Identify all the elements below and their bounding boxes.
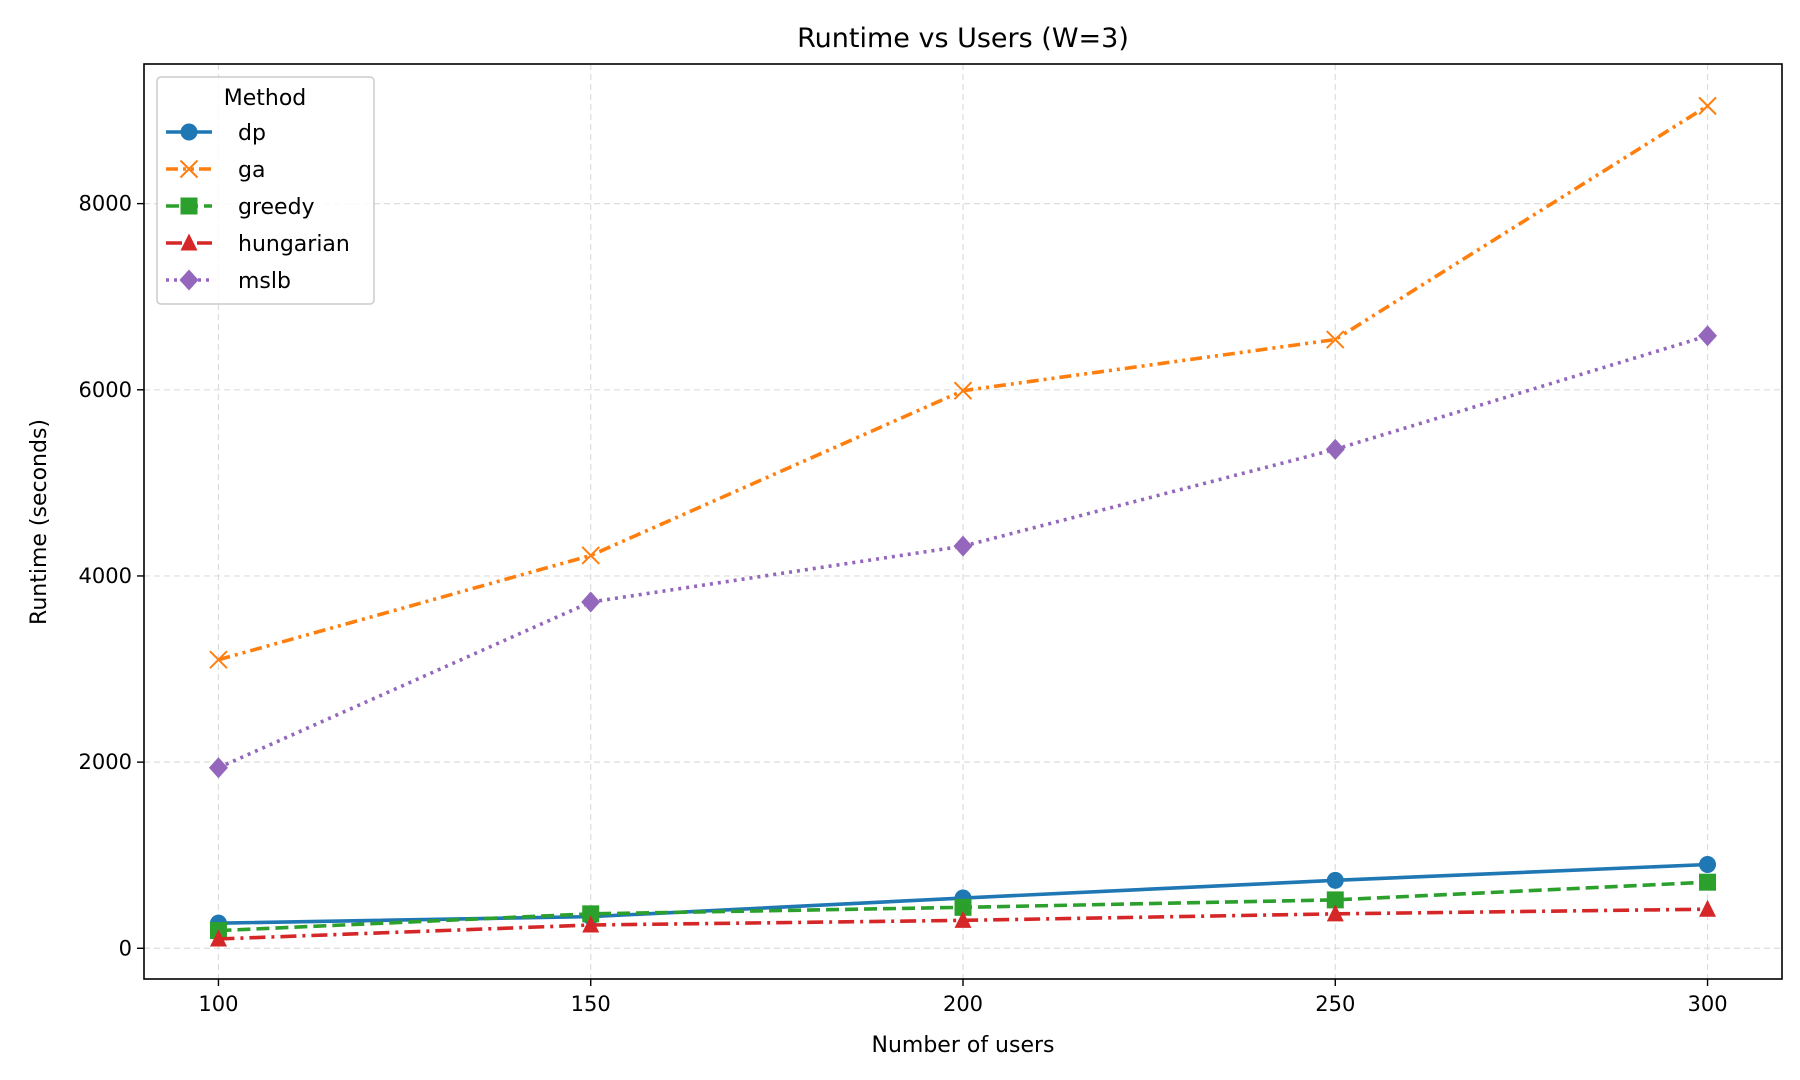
data-point-hungarian [1699, 899, 1717, 917]
data-point-dp [1699, 856, 1717, 874]
legend-entry-ga: ga [166, 158, 265, 183]
data-point-mslb [953, 535, 973, 557]
legend-entry-dp: dp [166, 121, 266, 146]
legend-entries: dp ga greedy hungarian mslb [166, 121, 350, 294]
x-tick-label: 100 [198, 992, 238, 1016]
data-point-ga [953, 381, 973, 400]
data-point-dp [1326, 871, 1344, 889]
x-tick-label: 300 [1687, 992, 1727, 1016]
data-point-greedy [954, 898, 972, 916]
x-tick-label: 250 [1315, 992, 1355, 1016]
x-axis-label: Number of users [871, 1033, 1054, 1058]
data-point-hungarian [954, 910, 972, 928]
y-tick-label: 6000 [79, 378, 132, 402]
series-ga [209, 96, 1717, 669]
series-mslb [208, 325, 1718, 779]
data-point-ga [1326, 330, 1345, 349]
data-point-mslb [208, 757, 228, 779]
series-line-mslb [217, 334, 1709, 770]
x-tick-label: 150 [571, 992, 611, 1016]
data-point-mslb [581, 591, 601, 613]
legend-label: hungarian [238, 232, 350, 257]
y-axis-label: Runtime (seconds) [27, 419, 52, 625]
y-tick-label: 0 [119, 936, 132, 960]
data-point-greedy [582, 905, 600, 923]
data-point-hungarian [209, 929, 227, 947]
series-hungarian [209, 899, 1717, 947]
legend-title: Method [224, 86, 307, 111]
legend-marker [179, 269, 199, 291]
legend-marker [179, 159, 199, 179]
chart-title: Runtime vs Users (W=3) [797, 23, 1129, 54]
x-axis: 100 150 200 250 300 [198, 979, 1728, 1016]
x-tick-label: 200 [943, 992, 983, 1016]
legend-label: ga [238, 158, 265, 183]
legend-marker [180, 123, 198, 141]
legend: Method dp ga greedy hungarian mslb [156, 76, 375, 305]
data-point-hungarian [582, 915, 600, 933]
data-point-hungarian [1326, 904, 1344, 922]
data-point-ga [1698, 96, 1717, 116]
legend-entry-mslb: mslb [166, 269, 291, 294]
legend-label: mslb [238, 269, 291, 294]
y-tick-label: 2000 [79, 750, 132, 774]
data-point-ga [581, 546, 600, 565]
data-point-mslb [1325, 438, 1345, 460]
legend-label: greedy [238, 195, 315, 220]
data-point-greedy [1699, 873, 1717, 891]
y-axis: 0 2000 4000 6000 8000 [79, 192, 144, 960]
y-tick-label: 4000 [79, 564, 132, 588]
data-point-ga [209, 650, 228, 669]
legend-entry-hungarian: hungarian [166, 232, 350, 257]
series-greedy [209, 873, 1717, 940]
legend-entry-greedy: greedy [166, 195, 315, 220]
series-layer [208, 96, 1718, 947]
legend-marker [180, 197, 198, 215]
legend-marker [180, 233, 198, 251]
legend-label: dp [238, 121, 266, 146]
y-tick-label: 8000 [79, 192, 132, 216]
data-point-greedy [1326, 891, 1344, 909]
data-point-mslb [1698, 325, 1718, 347]
